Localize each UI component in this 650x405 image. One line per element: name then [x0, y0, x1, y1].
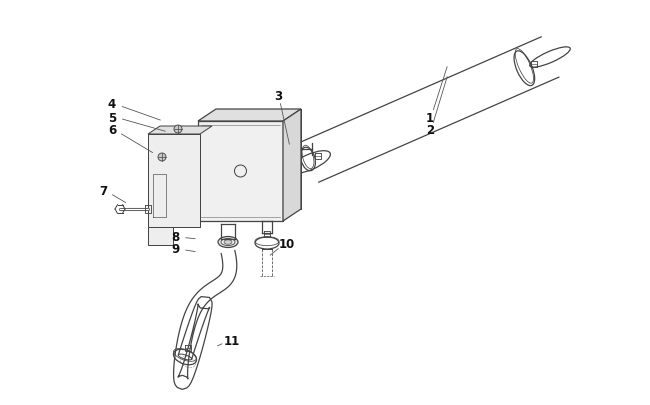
Polygon shape — [198, 122, 283, 222]
Text: 3: 3 — [274, 90, 282, 103]
Text: 11: 11 — [224, 335, 240, 347]
Ellipse shape — [224, 240, 232, 245]
Text: 6: 6 — [108, 124, 116, 137]
Text: 7: 7 — [99, 185, 107, 198]
Polygon shape — [148, 135, 200, 228]
Text: 5: 5 — [108, 111, 116, 124]
Text: 8: 8 — [171, 231, 179, 244]
Circle shape — [174, 126, 182, 134]
Text: 2: 2 — [426, 124, 434, 137]
Text: 4: 4 — [108, 98, 116, 111]
Circle shape — [158, 153, 166, 162]
Polygon shape — [148, 127, 212, 135]
Ellipse shape — [221, 239, 235, 246]
Polygon shape — [148, 228, 173, 245]
Polygon shape — [198, 110, 301, 122]
Text: 9: 9 — [171, 243, 179, 256]
Text: 1: 1 — [426, 111, 434, 124]
Ellipse shape — [218, 237, 238, 248]
Polygon shape — [283, 110, 301, 222]
Text: 10: 10 — [279, 238, 295, 251]
